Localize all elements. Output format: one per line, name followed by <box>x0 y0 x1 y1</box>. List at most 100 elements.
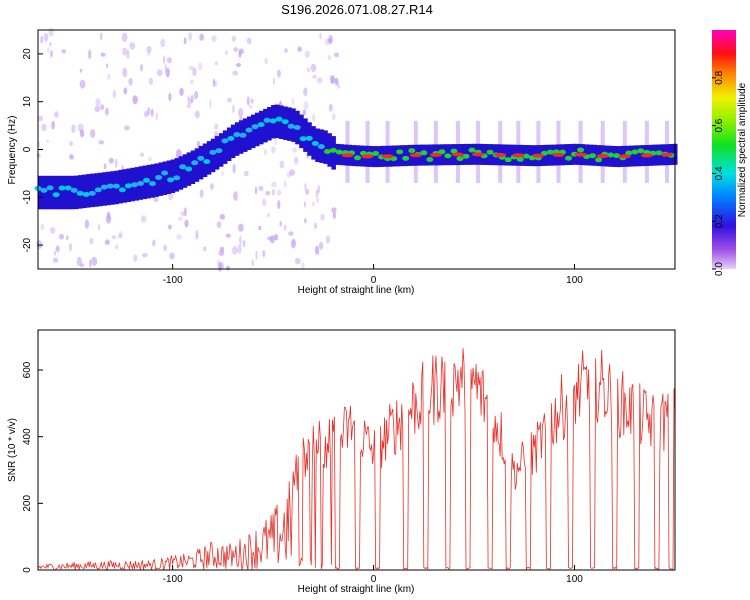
spectrogram-noise-blob <box>217 262 223 272</box>
spectrogram-ridge-edge <box>375 146 381 168</box>
spectrogram-y-tick-label: 0 <box>22 146 33 152</box>
spectrogram-noise-blob <box>69 141 73 146</box>
spectrogram-noise-blob <box>258 225 262 231</box>
spectrogram-noise-blob <box>71 124 76 133</box>
spectrogram-noise-blob <box>79 68 83 73</box>
spectrogram-ridge-peak <box>522 153 530 159</box>
spectrogram-noise-blob <box>328 103 333 112</box>
spectrogram-noise-blob <box>232 163 236 174</box>
spectrogram-noise-blob <box>153 196 159 203</box>
spectrogram-noise-blob <box>88 49 92 60</box>
spectrogram-ridge-peak <box>100 184 108 190</box>
spectrogram-noise-blob <box>94 105 101 113</box>
spectrogram-noise-blob <box>283 224 287 231</box>
spectrogram-noise-blob <box>147 156 152 162</box>
spectrogram-ridge-peak <box>106 183 114 189</box>
spectrogram-noise-blob <box>106 211 111 220</box>
spectrogram-ridge-edge <box>251 114 256 149</box>
spectrogram-noise-blob <box>123 87 128 95</box>
spectrogram-noise-blob <box>69 155 74 160</box>
colorbar-tick-label: 0.8 <box>714 70 725 84</box>
spectrogram-noise-blob <box>55 245 60 253</box>
spectrogram-ridge-core <box>472 152 485 157</box>
spectrogram-ridge-peak <box>655 150 663 156</box>
spectrogram-noise-blob <box>214 123 219 130</box>
spectrogram-noise-blob <box>48 27 54 37</box>
spectrogram-noise-blob <box>140 152 144 157</box>
spectrogram-ridge-peak <box>468 147 476 153</box>
spectrogram-ridge-edge <box>564 144 569 166</box>
spectrogram-ridge-peak <box>239 132 247 138</box>
spectrogram-noise-blob <box>210 183 214 190</box>
spectrogram-noise-blob <box>133 254 138 262</box>
spectrogram-noise-blob <box>294 257 301 265</box>
spectrogram-noise-blob <box>231 35 237 43</box>
spectrogram-noise-blob <box>103 163 107 170</box>
spectrogram-ridge-edge <box>90 173 95 208</box>
spectrogram-noise-blob <box>311 113 316 122</box>
spectrogram-noise-blob <box>324 38 330 46</box>
spectrogram-noise-blob <box>36 153 41 158</box>
spectrogram-ridge-peak <box>462 153 470 159</box>
spectrogram-ridge-peak <box>450 148 458 154</box>
spectrogram-ridge-core <box>409 153 422 158</box>
colorbar: 0.0 0.2 0.4 0.6 0.8 Normalized spectral ampl… <box>712 30 748 276</box>
spectrogram-noise-blob <box>147 107 151 116</box>
spectrogram-noise-blob <box>155 112 158 121</box>
spectrogram-y-label: Frequency (Hz) <box>7 116 18 185</box>
spectrogram-noise-blob <box>325 235 331 244</box>
spectrogram-noise-blob <box>225 50 228 55</box>
spectrogram-noise-blob <box>236 62 241 68</box>
spectrogram-ridge-peak <box>486 149 494 155</box>
spectrogram-noise-blob <box>212 78 216 87</box>
spectrogram-ridge-edge <box>222 130 228 164</box>
spectrogram-noise-blob <box>216 221 222 229</box>
spectrogram-ridge-edge <box>178 156 184 190</box>
spectrogram-noise-blob <box>286 172 292 178</box>
spectrogram-noise-blob <box>267 236 272 241</box>
spectrogram-noise-blob <box>209 98 212 109</box>
spectrogram-ridge-edge <box>150 164 155 198</box>
spectrogram-ridge-edge <box>423 144 429 166</box>
spectrogram-noise-blob <box>53 257 59 263</box>
spectrogram-noise-blob <box>246 96 250 106</box>
spectrogram-ridge-peak <box>76 190 84 196</box>
spectrogram-noise-blob <box>258 185 264 191</box>
spectrogram-noise-blob <box>214 61 218 66</box>
spectrogram-noise-blob <box>152 239 156 247</box>
spectrogram-ridge-core <box>494 152 507 157</box>
spectrogram-noise-blob <box>183 37 187 45</box>
spectrogram-ridge-core <box>618 154 631 159</box>
spectrogram-noise-blob <box>271 146 276 154</box>
spectrogram-noise-blob <box>190 79 194 85</box>
spectrogram-ridge-peak <box>209 149 217 155</box>
spectrogram-noise-blob <box>188 65 194 71</box>
spectrogram-ridge-peak <box>438 149 446 155</box>
spectrogram-noise-blob <box>121 32 128 43</box>
colorbar-gradient <box>712 30 736 269</box>
spectrogram-noise-blob <box>40 35 43 44</box>
spectrogram-ridge-edge <box>275 104 280 139</box>
spectrogram-noise-blob <box>239 235 242 246</box>
spectrogram-noise-blob <box>84 219 89 229</box>
spectrogram-ridge-edge <box>351 145 356 167</box>
spectrogram-noise-blob <box>165 67 170 78</box>
spectrogram-ridge-peak <box>305 135 313 141</box>
spectrogram-noise-blob <box>146 46 152 53</box>
spectrogram-ridge-edge <box>46 175 51 210</box>
spectrogram-noise-blob <box>238 223 244 232</box>
spectrogram-noise-blob <box>331 113 336 121</box>
spectrogram-ridge-peak <box>546 149 554 155</box>
spectrogram-ridge-peak <box>161 170 169 176</box>
spectrogram-ridge-edge <box>198 145 204 180</box>
spectrogram-noise-blob <box>50 50 53 58</box>
spectrogram-x-ticks: -100 0 100 <box>163 264 583 286</box>
spectrogram-noise-blob <box>108 157 114 164</box>
spectrogram-ridge-peak <box>70 187 78 193</box>
spectrogram-ridge-edge <box>86 174 91 208</box>
spectrogram-noise-blob <box>89 237 94 245</box>
snr-x-label: Height of straight line (km) <box>298 584 415 595</box>
spectrogram-ridge-edge <box>339 144 344 166</box>
spectrogram-ridge-edge <box>391 145 397 167</box>
